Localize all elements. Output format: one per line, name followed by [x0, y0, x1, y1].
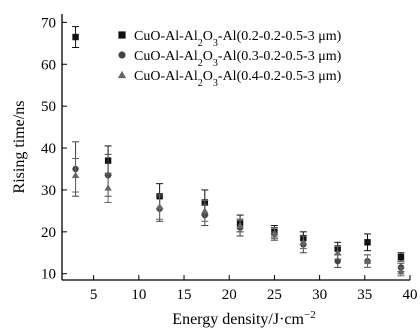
data-point-triangle [201, 207, 209, 214]
series-circle [72, 141, 405, 273]
legend-label: CuO-Al-Al2O3-Al(0.4-0.2-0.5-3 μm) [134, 69, 342, 89]
data-point-square [364, 239, 371, 246]
x-tick-label: 20 [222, 287, 237, 303]
legend-label: CuO-Al-Al2O3-Al(0.3-0.2-0.5-3 μm) [134, 49, 342, 69]
y-tick-label: 40 [41, 141, 56, 157]
series-triangle [71, 158, 405, 277]
x-tick-label: 10 [131, 287, 146, 303]
legend-label: CuO-Al-Al2O3-Al(0.2-0.2-0.5-3 μm) [134, 29, 342, 49]
data-point-triangle [334, 249, 342, 256]
data-point-triangle [71, 171, 80, 179]
legend-marker-triangle [117, 70, 127, 79]
y-axis-label: Rising time/ns [11, 101, 28, 194]
y-tick-label: 70 [41, 15, 56, 31]
axes [61, 14, 410, 281]
data-point-triangle [155, 203, 164, 210]
x-tick-label: 5 [90, 287, 98, 303]
data-marks [71, 26, 405, 277]
x-tick-label: 35 [357, 287, 372, 303]
y-tick-label: 10 [41, 267, 56, 283]
data-point-triangle [299, 238, 308, 246]
data-point-triangle [270, 230, 279, 237]
data-point-square [397, 253, 405, 261]
y-tick-label: 20 [41, 225, 56, 241]
legend-entry: CuO-Al-Al2O3-Al(0.4-0.2-0.5-3 μm) [117, 69, 342, 89]
data-point-triangle [397, 267, 405, 275]
y-tick-label: 50 [41, 99, 56, 115]
x-tick-label: 30 [312, 287, 327, 303]
y-tick-label: 60 [41, 57, 56, 73]
legend-marker-circle [118, 51, 126, 59]
ticks: 10 20 30 40 50 60 70 5 10 15 20 25 30 35 40 [41, 15, 418, 303]
data-point-square [72, 33, 79, 41]
data-point-triangle [363, 257, 372, 264]
y-tick-label: 30 [41, 183, 56, 199]
x-axis-label: Energy density/J·cm−2 [172, 309, 315, 328]
data-point-triangle [236, 221, 244, 229]
legend-entry: CuO-Al-Al2O3-Al(0.3-0.2-0.5-3 μm) [118, 49, 342, 69]
x-tick-label: 40 [403, 287, 418, 303]
x-tick-label: 15 [177, 287, 192, 303]
data-point-triangle [104, 184, 112, 191]
legend-marker-square [118, 31, 126, 39]
legend: CuO-Al-Al2O3-Al(0.2-0.2-0.5-3 μm)CuO-Al-… [117, 29, 342, 89]
x-tick-label: 25 [267, 287, 282, 303]
legend-entry: CuO-Al-Al2O3-Al(0.2-0.2-0.5-3 μm) [118, 29, 342, 49]
